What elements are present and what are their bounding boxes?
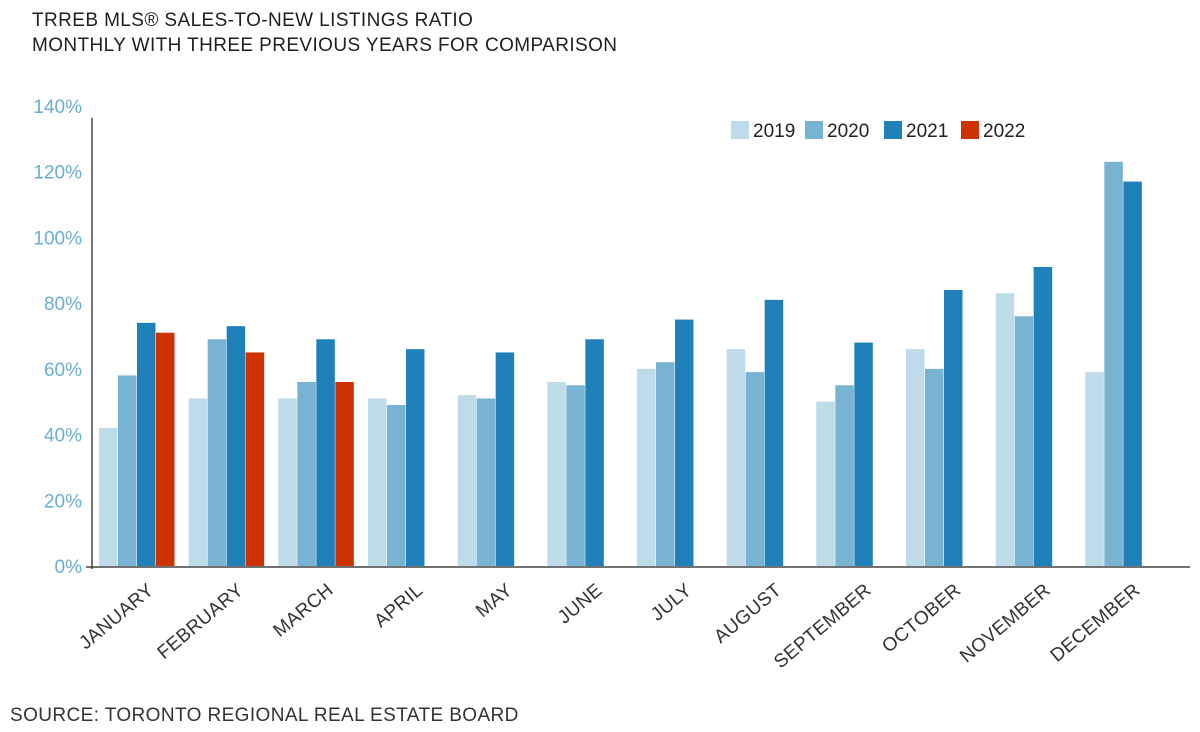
chart-subtitle: MONTHLY WITH THREE PREVIOUS YEARS FOR CO… <box>32 35 618 56</box>
bar-2022-january <box>156 332 175 566</box>
bar-2021-may <box>495 352 515 566</box>
bar-chart: 0% 20% 40% 60% 80% 100% 120% 140% JANUARYFEBRUAR… <box>33 97 1190 673</box>
bar-2020-february <box>207 339 227 566</box>
x-tick-label: JUNE <box>554 580 606 629</box>
bar-2020-may <box>476 398 496 566</box>
y-tick-label: 80% <box>44 294 82 315</box>
legend-swatch-2020 <box>805 121 823 139</box>
bar-2019-december <box>1085 372 1104 566</box>
legend-swatch-2021 <box>884 121 902 139</box>
bar-2020-march <box>297 382 316 566</box>
bar-2021-february <box>226 326 246 566</box>
bar-2021-october <box>944 290 963 566</box>
legend-label-2020: 2020 <box>827 121 869 142</box>
x-tick-label: FEBRUARY <box>154 580 248 664</box>
y-tick-label: 40% <box>44 426 82 447</box>
bar-2020-june <box>566 385 585 566</box>
x-tick-label: JULY <box>647 580 696 626</box>
y-tick-label: 20% <box>44 491 82 512</box>
bar-2019-february <box>188 398 208 566</box>
bar-2021-november <box>1033 267 1053 566</box>
bar-2019-may <box>457 395 477 566</box>
chart-title-block: TRREB MLS® SALES-TO-NEW LISTINGS RATIO M… <box>32 8 617 58</box>
legend-swatch-2019 <box>731 121 749 139</box>
x-tick-label: MARCH <box>270 580 338 642</box>
bar-2020-december <box>1104 161 1123 566</box>
bar-2021-july <box>675 319 694 566</box>
bar-2019-march <box>278 398 297 566</box>
bar-2019-september <box>816 401 835 566</box>
bar-2021-april <box>406 349 425 566</box>
bar-2019-june <box>547 382 566 566</box>
x-tick-label: AUGUST <box>710 580 786 648</box>
y-tick-label: 0% <box>55 557 83 578</box>
legend-label-2021: 2021 <box>906 121 948 142</box>
bar-2022-february <box>245 352 265 566</box>
y-tick-label: 100% <box>33 228 82 249</box>
bar-2020-november <box>1014 316 1034 566</box>
bar-2020-january <box>118 375 137 566</box>
bar-2021-september <box>854 342 873 566</box>
legend-label-2022: 2022 <box>983 121 1025 142</box>
x-tick-label: OCTOBER <box>878 580 965 658</box>
x-tick-label: DECEMBER <box>1047 580 1145 667</box>
bar-2020-september <box>835 385 854 566</box>
bar-2022-march <box>335 382 354 566</box>
chart-title: TRREB MLS® SALES-TO-NEW LISTINGS RATIO <box>32 10 474 31</box>
x-tick-label: JANUARY <box>75 580 158 654</box>
bar-2021-august <box>764 299 784 566</box>
source-note: SOURCE: TORONTO REGIONAL REAL ESTATE BOA… <box>10 705 519 726</box>
bar-2021-january <box>137 322 156 566</box>
bar-2020-april <box>387 405 406 566</box>
bar-2019-january <box>99 428 118 566</box>
x-tick-label: SEPTEMBER <box>770 580 875 673</box>
x-tick-label: MAY <box>472 580 517 622</box>
bar-2020-october <box>925 368 944 566</box>
x-tick-label: APRIL <box>370 580 427 632</box>
bar-2021-march <box>316 339 335 566</box>
bar-2019-april <box>368 398 387 566</box>
y-tick-label: 140% <box>33 97 82 118</box>
y-tick-label: 60% <box>44 360 82 381</box>
x-tick-label: NOVEMBER <box>956 580 1055 668</box>
bar-2019-november <box>995 293 1015 566</box>
bar-2020-august <box>745 372 765 566</box>
bar-2019-july <box>637 368 656 566</box>
bar-2021-december <box>1123 181 1142 567</box>
legend-label-2019: 2019 <box>753 121 795 142</box>
bar-2021-june <box>585 339 604 566</box>
y-tick-label: 120% <box>33 163 82 184</box>
legend-swatch-2022 <box>961 121 979 139</box>
bar-2019-august <box>726 349 746 566</box>
bar-2020-july <box>656 362 675 566</box>
bar-2019-october <box>906 349 925 566</box>
